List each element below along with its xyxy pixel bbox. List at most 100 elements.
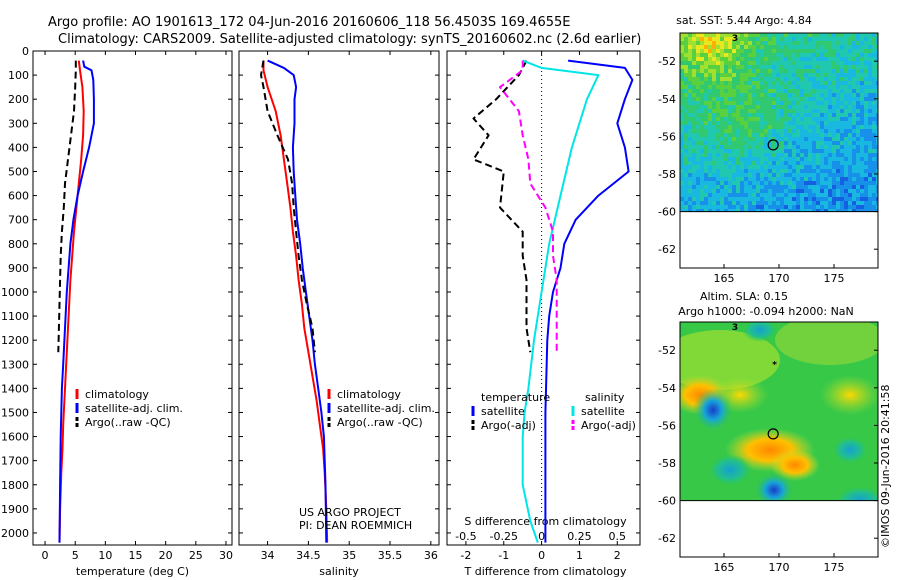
sst-cell <box>712 93 716 97</box>
sst-cell <box>764 77 768 81</box>
sst-cell <box>748 181 752 185</box>
sst-cell <box>700 105 704 109</box>
sst-cell <box>840 141 844 145</box>
sst-cell <box>728 149 732 153</box>
sst-cell <box>844 189 848 193</box>
sst-cell <box>864 113 868 117</box>
sst-cell <box>816 57 820 61</box>
float-marker: 3 <box>732 34 738 44</box>
sst-cell <box>772 109 776 113</box>
sst-cell <box>848 165 852 169</box>
sst-cell <box>792 185 796 189</box>
sst-cell <box>860 69 864 73</box>
sst-cell <box>876 49 878 53</box>
sst-cell <box>856 121 860 125</box>
sst-cell <box>832 97 836 101</box>
sst-cell <box>808 161 812 165</box>
sst-cell <box>820 101 824 105</box>
sst-cell <box>788 109 792 113</box>
sst-cell <box>684 113 688 117</box>
sst-cell <box>688 69 692 73</box>
y-tick-label: -56 <box>658 130 676 143</box>
sst-cell <box>700 193 704 197</box>
sst-cell <box>720 133 724 137</box>
series-line-climatology <box>262 60 329 543</box>
sst-cell <box>720 185 724 189</box>
sst-cell <box>732 69 736 73</box>
sst-cell <box>856 129 860 133</box>
sst-cell <box>728 45 732 49</box>
sst-cell <box>720 149 724 153</box>
sst-cell <box>868 73 872 77</box>
sst-cell <box>700 61 704 65</box>
sst-cell <box>728 41 732 45</box>
sst-cell <box>724 45 728 49</box>
sst-cell <box>824 53 828 57</box>
sst-cell <box>812 57 816 61</box>
sst-cell <box>752 65 756 69</box>
sst-cell <box>824 209 828 213</box>
sst-cell <box>692 137 696 141</box>
sst-cell <box>688 77 692 81</box>
sst-cell <box>828 33 832 37</box>
sst-cell <box>696 185 700 189</box>
sst-cell <box>868 125 872 129</box>
sst-cell <box>792 93 796 97</box>
sst-cell <box>792 57 796 61</box>
sst-cell <box>744 45 748 49</box>
sst-cell <box>684 141 688 145</box>
sst-cell <box>752 145 756 149</box>
sst-cell <box>760 57 764 61</box>
sst-cell <box>788 145 792 149</box>
sst-cell <box>692 49 696 53</box>
sst-cell <box>692 101 696 105</box>
sst-cell <box>752 77 756 81</box>
sst-cell <box>744 97 748 101</box>
sst-cell <box>812 37 816 41</box>
sst-cell <box>752 201 756 205</box>
sst-cell <box>688 209 692 213</box>
sst-cell <box>764 205 768 209</box>
sst-cell <box>876 89 878 93</box>
sst-cell <box>772 145 776 149</box>
sst-cell <box>696 73 700 77</box>
sst-cell <box>744 61 748 65</box>
sst-cell <box>696 181 700 185</box>
sst-cell <box>688 149 692 153</box>
sst-cell <box>828 49 832 53</box>
sst-cell <box>744 33 748 37</box>
sst-cell <box>872 205 876 209</box>
sst-cell <box>788 197 792 201</box>
sst-cell <box>696 65 700 69</box>
sst-cell <box>844 181 848 185</box>
sst-cell <box>804 45 808 49</box>
sst-cell <box>844 209 848 213</box>
sst-cell <box>752 109 756 113</box>
sst-cell <box>856 41 860 45</box>
y-tick-label: -62 <box>658 532 676 545</box>
sst-cell <box>708 149 712 153</box>
sst-cell <box>712 173 716 177</box>
sst-cell <box>688 193 692 197</box>
sst-cell <box>680 33 684 37</box>
sst-cell <box>700 181 704 185</box>
y-tick-label: 1500 <box>1 406 29 419</box>
sst-cell <box>684 153 688 157</box>
sst-cell <box>812 73 816 77</box>
sst-cell <box>840 145 844 149</box>
sst-cell <box>700 101 704 105</box>
sst-cell <box>840 105 844 109</box>
sst-cell <box>680 89 684 93</box>
sst-cell <box>852 181 856 185</box>
sst-cell <box>824 141 828 145</box>
sst-cell <box>772 85 776 89</box>
sst-cell <box>820 53 824 57</box>
sst-cell <box>828 137 832 141</box>
sst-cell <box>764 145 768 149</box>
sst-cell <box>712 189 716 193</box>
y-tick-label: 800 <box>8 238 29 251</box>
sst-cell <box>872 193 876 197</box>
sst-cell <box>792 53 796 57</box>
sst-cell <box>764 165 768 169</box>
sst-cell <box>744 149 748 153</box>
